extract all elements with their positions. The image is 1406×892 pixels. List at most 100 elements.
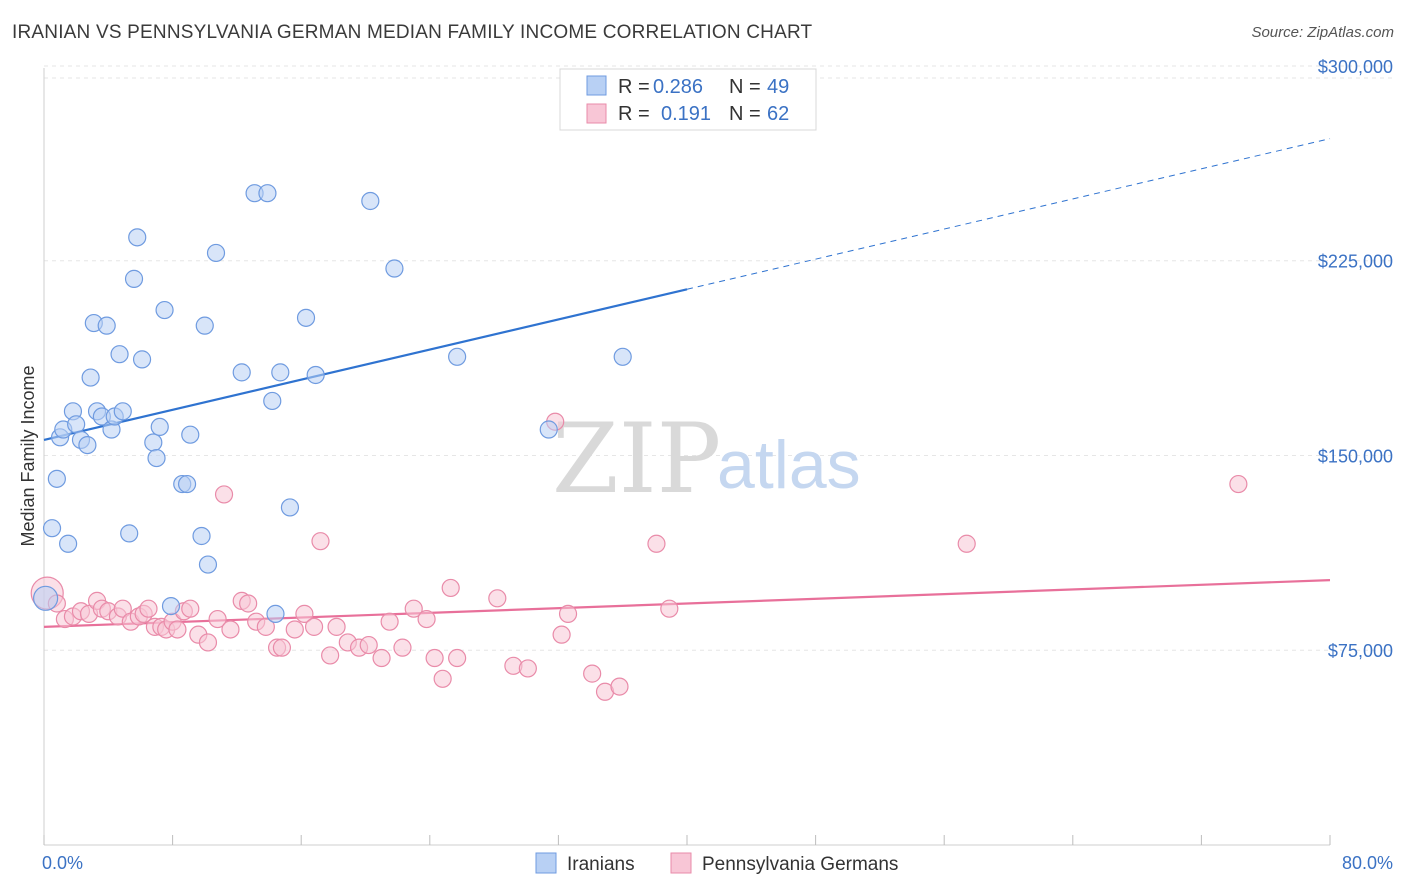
pennsylvania-german-point [327, 617, 346, 636]
legend-r-value-iranians: 0.286 [653, 76, 703, 98]
pennsylvania-german-point [448, 648, 467, 668]
iranian-point [78, 435, 97, 455]
legend-n-value-pennsylvania-germans: 62 [767, 103, 789, 125]
iranian-point [306, 365, 325, 385]
iranian-point [192, 526, 211, 546]
iranian-point [296, 308, 316, 327]
iranian-point [613, 347, 632, 366]
iranian-point [232, 363, 251, 382]
pennsylvania-german-point [425, 648, 444, 668]
pennsylvania-german-point [488, 589, 507, 608]
iranian-point [110, 345, 129, 364]
iranian-point [113, 402, 132, 421]
grid-lines [44, 65, 1394, 651]
pennsylvania-german-point [372, 648, 391, 668]
pennsylvania-german-point [239, 594, 258, 613]
iranians-points [33, 184, 632, 623]
pennsylvania-german-point [214, 485, 234, 504]
series-legend: Iranians Pennsylvania Germans [535, 852, 898, 875]
iranian-point [120, 524, 139, 543]
iranian-point [124, 269, 144, 288]
iranians-trend-line [43, 288, 688, 441]
pennsylvania-german-point [304, 617, 324, 636]
iranian-point [132, 350, 152, 369]
legend-r-value-pennsylvania-germans: 0.191 [661, 103, 711, 125]
iranian-point [263, 391, 282, 411]
pennsylvania-german-point [957, 534, 976, 553]
pennsylvania-german-point [583, 664, 602, 683]
pennsylvania-german-point [181, 599, 200, 618]
pennsylvania-german-point [417, 609, 436, 629]
iranian-point [385, 259, 404, 278]
x-ticks [43, 835, 1331, 845]
iranian-point [258, 184, 277, 203]
series-legend-swatch-pennsylvania-germans [670, 852, 692, 874]
pennsylvania-german-point [558, 604, 578, 623]
correlation-legend: R = 0.286 N = 49 R = 0.191 N = 62 [559, 68, 817, 131]
iranian-point [81, 368, 100, 387]
pennsylvania-german-point [198, 633, 218, 652]
iranian-point [155, 300, 174, 320]
pennsylvania-german-point [393, 638, 412, 657]
y-tick-labels: $300,000 $225,000 $150,000 $75,000 [1318, 57, 1393, 661]
legend-swatch-pennsylvania-germans [586, 103, 607, 124]
iranian-point [195, 316, 214, 335]
pennsylvania-german-point [272, 638, 292, 657]
y-tick-label: $150,000 [1318, 446, 1393, 466]
pennsylvania-german-point [1229, 474, 1248, 494]
series-legend-label-pennsylvania-germans: Pennsylvania Germans [702, 854, 898, 875]
pennsylvania-german-point [321, 646, 340, 665]
pennsylvania-german-point [610, 677, 629, 696]
x-tick-label-min: 0.0% [42, 853, 83, 873]
pennsylvania-german-point [113, 599, 132, 618]
pennsylvania-german-point [285, 620, 304, 639]
pennsylvania-german-point [441, 578, 460, 598]
legend-n-label-pennsylvania-germans: N = [729, 103, 761, 125]
iranian-point [448, 347, 467, 366]
pennsylvania-german-point [433, 669, 452, 688]
legend-swatch-iranians [586, 75, 607, 96]
chart-title: IRANIAN VS PENNSYLVANIA GERMAN MEDIAN FA… [12, 22, 813, 43]
watermark-atlas: atlas [717, 427, 861, 503]
legend-n-label-iranians: N = [729, 76, 761, 98]
legend-n-value-iranians: 49 [767, 76, 789, 98]
iranian-point [271, 363, 290, 382]
pennsylvania-german-point [380, 612, 399, 631]
iranian-point [177, 474, 197, 494]
pennsylvania-german-point [404, 599, 423, 618]
pennsylvania-german-point [552, 625, 571, 644]
y-tick-label: $300,000 [1318, 57, 1393, 77]
pennsylvania-german-point [660, 599, 679, 618]
y-axis-label: Median Family Income [18, 365, 38, 546]
pennsylvania-german-point [311, 532, 330, 551]
y-tick-label: $75,000 [1328, 641, 1393, 661]
pennsylvania-german-point [208, 609, 227, 629]
iranian-point [161, 596, 181, 616]
iranian-point [42, 519, 62, 538]
pennsylvania-german-point [359, 635, 378, 655]
x-tick-label-max: 80.0% [1342, 853, 1393, 873]
watermark: ZIP atlas [552, 403, 861, 515]
iranian-point [97, 316, 116, 335]
iranian-point [150, 417, 169, 437]
series-legend-swatch-iranians [535, 852, 557, 874]
pennsylvania-german-point [647, 534, 666, 553]
iranian-point [144, 433, 163, 452]
iranian-point [361, 191, 380, 211]
pennsylvania-german-point [168, 620, 187, 639]
iranian-point [198, 555, 218, 574]
iranian-point [206, 243, 226, 263]
pennsylvania-german-point [295, 604, 314, 623]
iranian-point [539, 420, 558, 439]
iranian-point [266, 604, 285, 623]
pennsylvania-german-point [139, 599, 158, 618]
legend-r-label-pennsylvania-germans: R = [618, 103, 650, 125]
legend-r-label-iranians: R = [618, 76, 650, 98]
iranian-point [59, 534, 78, 553]
iranian-point [181, 425, 200, 444]
iranian-point [147, 448, 166, 468]
series-legend-label-iranians: Iranians [567, 854, 635, 875]
watermark-zip: ZIP [552, 403, 721, 515]
pennsylvania-german-point [256, 617, 275, 636]
